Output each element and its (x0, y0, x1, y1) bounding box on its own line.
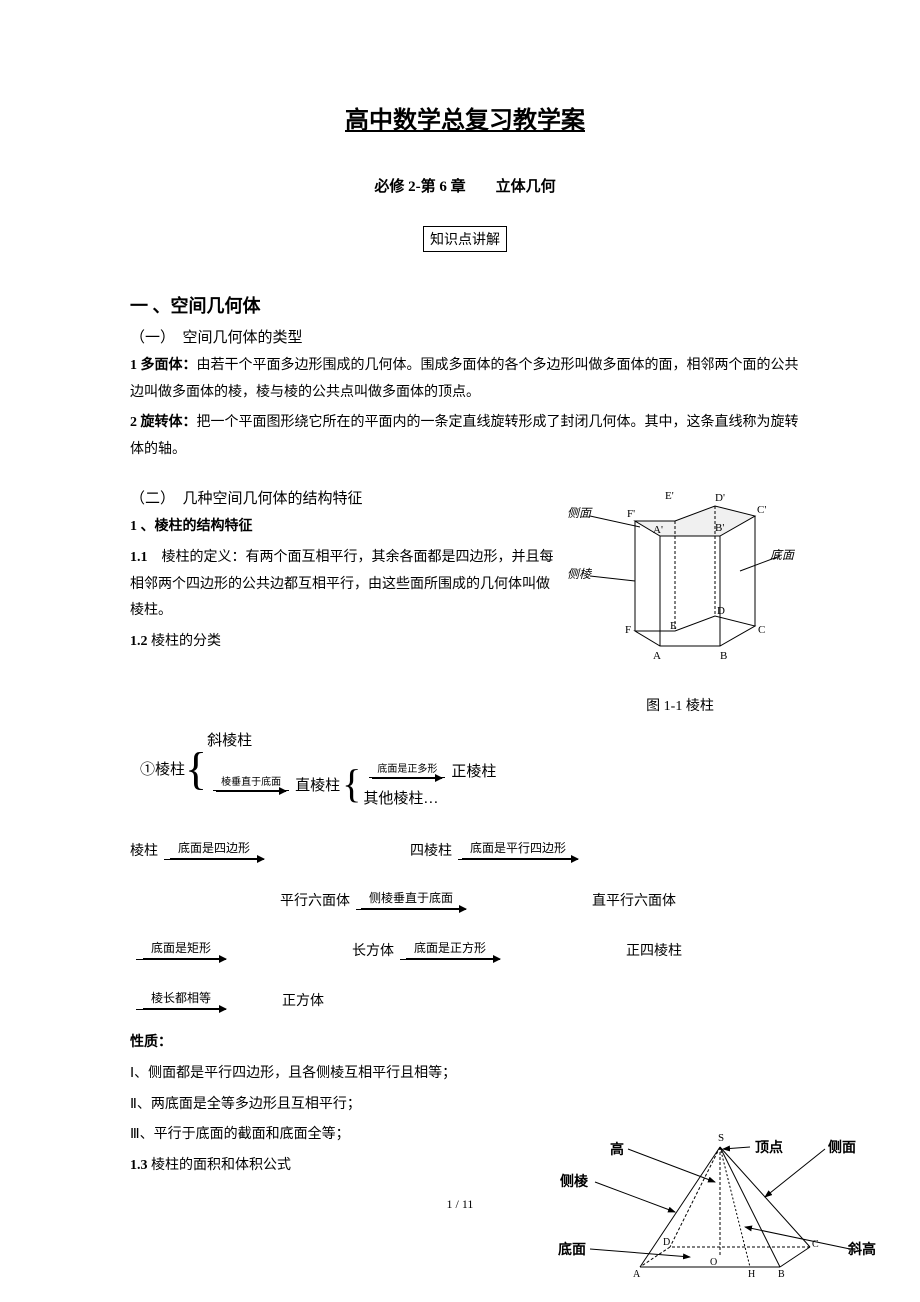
sec1-item2: 2 旋转体：把一个平面图形绕它所在的平面内的一条定直线旋转形成了封闭几何体。其中… (130, 410, 800, 463)
sec2-sub1: 1 、棱柱的结构特征 (130, 514, 560, 541)
classify-right2: 其他棱柱… (363, 787, 496, 808)
page: 高中数学总复习教学案 必修 2-第 6 章 立体几何 知识点讲解 一 、空间几何… (0, 0, 920, 1302)
prism-label-base: 底面 (770, 548, 795, 562)
pyramid-slant-label: 斜高 (848, 1239, 876, 1259)
svg-text:D': D' (715, 492, 725, 504)
prism-figure: 侧面 侧棱 底面 F' E' D' C' B' A' F E D C B A 图… (560, 481, 800, 715)
sec1-sub1: （一） 空间几何体的类型 (130, 326, 800, 347)
props-p2: Ⅱ、两底面是全等多边形且互相平行； (130, 1092, 800, 1119)
svg-text:H: H (748, 1269, 755, 1277)
pyramid-base-label: 底面 (558, 1239, 586, 1259)
svg-text:F': F' (627, 508, 635, 520)
pyramid-top-label: 顶点 (755, 1137, 783, 1157)
flow-r2-arrow1: 侧棱垂直于底面 (356, 891, 466, 910)
sec1-heading: 一 、空间几何体 (130, 292, 800, 318)
flow-r4-a1: 棱长都相等 (143, 991, 219, 1009)
pyramid-side-label: 侧面 (828, 1137, 856, 1157)
flow-r3-arrow1: 底面是矩形 (136, 941, 226, 960)
prism-label-edge: 侧棱 (567, 567, 593, 581)
brace-icon-2: { (342, 768, 361, 800)
doc-title: 高中数学总复习教学案 (130, 100, 800, 135)
sec1-item2-text: 把一个平面图形绕它所在的平面内的一条定直线旋转形成了封闭几何体。其中，这条直线称… (130, 415, 799, 457)
flow-row-1: 棱柱 底面是四边形 四棱柱 底面是平行四边形 (130, 830, 800, 870)
section-label: 知识点讲解 (423, 226, 507, 252)
svg-text:A': A' (653, 524, 663, 536)
sec2-block: （二） 几种空间几何体的结构特征 1 、棱柱的结构特征 1.1 棱柱的定义：有两… (130, 481, 800, 715)
flow-r1-arrow1: 底面是四边形 (164, 841, 264, 860)
flow-r1-arrow2: 底面是平行四边形 (458, 841, 578, 860)
flow-r3-end: 正四棱柱 (626, 940, 682, 960)
sec1-item1-label: 1 多面体： (130, 358, 197, 373)
svg-text:E: E (670, 620, 677, 632)
p11-text: 棱柱的定义：有两个面互相平行，其余各面都是四边形，并且每相邻两个四边形的公共边都… (130, 550, 554, 618)
classify-arrow2: 底面是正多形 (369, 763, 445, 778)
flow-row-2: 平行六面体 侧棱垂直于底面 直平行六面体 (130, 880, 800, 920)
p11-label: 1.1 (130, 550, 148, 565)
flow-r4-end: 正方体 (282, 990, 324, 1010)
svg-text:B': B' (715, 522, 724, 534)
flow-r2-end: 直平行六面体 (592, 890, 676, 910)
flow-row-3: 底面是矩形 长方体 底面是正方形 正四棱柱 (130, 930, 800, 970)
p12-label: 1.2 (130, 634, 148, 649)
flow-r2-a1: 侧棱垂直于底面 (361, 891, 461, 909)
sec2-p11: 1.1 棱柱的定义：有两个面互相平行，其余各面都是四边形，并且每相邻两个四边形的… (130, 545, 560, 625)
svg-text:D: D (717, 605, 725, 617)
svg-text:E': E' (665, 490, 674, 502)
svg-text:O: O (710, 1257, 717, 1268)
sec1-item1: 1 多面体：由若干个平面多边形围成的几何体。围成多面体的各个多边形叫做多面体的面… (130, 353, 800, 406)
pyramid-height-label: 高 (610, 1139, 624, 1159)
svg-text:B: B (720, 650, 727, 661)
props-p1: Ⅰ、侧面都是平行四边形，且各侧棱互相平行且相等； (130, 1061, 800, 1088)
flow-r1-m: 四棱柱 (410, 840, 452, 860)
classify-prefix: ①棱柱 (140, 758, 185, 779)
sec2-heading: （二） 几种空间几何体的结构特征 (130, 487, 560, 508)
flow-r3-arrow2: 底面是正方形 (400, 941, 500, 960)
pyramid-figure: S A B C D H O 高 顶点 侧面 侧棱 底面 斜高 (550, 1127, 880, 1282)
svg-text:F: F (625, 624, 631, 636)
pyramid-apex-label: S (718, 1132, 724, 1144)
svg-text:C': C' (757, 504, 766, 516)
svg-text:C: C (812, 1239, 819, 1250)
classify-top: 斜棱柱 (207, 729, 496, 750)
classification: ①棱柱 { 斜棱柱 棱垂直于底面 直棱柱 { 底面是正多形 正棱柱 (140, 729, 800, 808)
classify-arrow1: 棱垂直于底面 (213, 776, 289, 791)
svg-text:C: C (758, 624, 765, 636)
svg-text:A: A (633, 1269, 641, 1277)
flow-r1-start: 棱柱 (130, 840, 158, 860)
svg-text:A: A (653, 650, 661, 661)
section-label-wrap: 知识点讲解 (130, 226, 800, 252)
sec1-item1-text: 由若干个平面多边形围成的几何体。围成多面体的各个多边形叫做多面体的面，相邻两个面… (130, 358, 799, 400)
flow-r3-a2: 底面是正方形 (406, 941, 494, 959)
p13-text: 棱柱的面积和体积公式 (148, 1158, 292, 1173)
prism-svg: 侧面 侧棱 底面 F' E' D' C' B' A' F E D C B A (565, 481, 795, 661)
doc-subtitle: 必修 2-第 6 章 立体几何 (130, 175, 800, 196)
prism-caption: 图 1-1 棱柱 (560, 695, 800, 715)
flow-r1-a2: 底面是平行四边形 (462, 841, 574, 859)
p13-label: 1.3 (130, 1158, 148, 1173)
flow-r3-m: 长方体 (352, 940, 394, 960)
flow-r1-a1: 底面是四边形 (170, 841, 258, 859)
flow-row-4: 棱长都相等 正方体 (130, 980, 800, 1020)
prism-label-side: 侧面 (567, 506, 593, 520)
brace-icon: { (185, 748, 207, 789)
flow-r4-arrow1: 棱长都相等 (136, 991, 226, 1010)
props-heading: 性质： (130, 1030, 800, 1057)
flow-r2-start: 平行六面体 (280, 890, 350, 910)
pyramid-lateraledge-label: 侧棱 (560, 1171, 588, 1191)
sec1-item2-label: 2 旋转体： (130, 415, 197, 430)
p12-text: 棱柱的分类 (148, 634, 222, 649)
svg-text:B: B (778, 1269, 785, 1277)
flow-r3-a1: 底面是矩形 (143, 941, 219, 959)
arrow-block-2: 底面是正多形 (369, 763, 445, 779)
classify-right1: 正棱柱 (451, 760, 496, 781)
classify-mid: 直棱柱 (295, 774, 340, 795)
sec2-p12: 1.2 棱柱的分类 (130, 629, 560, 656)
arrow-block-1: 棱垂直于底面 (213, 776, 289, 792)
svg-text:D: D (663, 1237, 670, 1248)
flow-table: 棱柱 底面是四边形 四棱柱 底面是平行四边形 平行六面体 侧棱垂直于底面 直平行… (130, 830, 800, 1020)
